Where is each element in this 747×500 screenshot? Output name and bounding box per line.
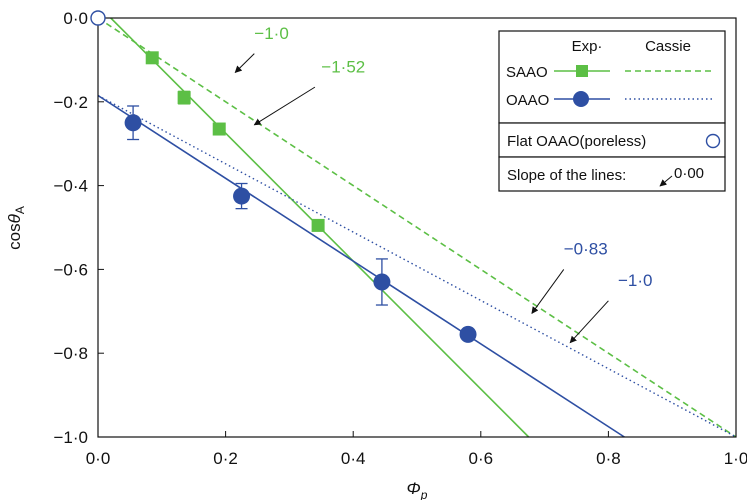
slope-label: −1·0 xyxy=(254,24,289,43)
oaao-data-point xyxy=(373,273,391,291)
y-tick-label: −0·6 xyxy=(54,260,89,279)
y-axis: 0·0 −0·2 −0·4 −0·6 −0·8 −1·0 xyxy=(54,9,104,447)
data-points xyxy=(90,10,477,343)
slope-label: −0·83 xyxy=(564,240,608,259)
saao-data-point xyxy=(311,218,325,232)
plot-frame xyxy=(97,17,737,438)
oaao-data-point xyxy=(233,187,251,205)
legend-label-saao: SAAO xyxy=(506,64,548,81)
x-tick-label: 0·8 xyxy=(596,449,621,468)
legend-slope-value: 0·00 xyxy=(674,165,704,182)
y-tick-label: −0·4 xyxy=(54,177,89,196)
slope-label: −1·0 xyxy=(618,271,653,290)
oaao-data-point xyxy=(459,325,477,343)
slope-arrow xyxy=(569,300,609,344)
x-tick-label: 0·2 xyxy=(213,449,238,468)
legend-marker-oaao xyxy=(573,91,589,107)
oaao-exp-line xyxy=(97,94,625,438)
y-tick-label: −1·0 xyxy=(54,428,89,447)
legend-slope-arrow xyxy=(659,175,673,187)
legend-header-exp: Exp· xyxy=(572,38,603,55)
x-tick-label: 0·0 xyxy=(86,449,111,468)
oaao-cassie-line xyxy=(97,94,737,438)
x-tick-label: 0·6 xyxy=(469,449,494,468)
slope-arrow xyxy=(253,86,316,126)
legend-header-cassie: Cassie xyxy=(645,38,691,55)
slope-arrow xyxy=(531,269,565,314)
legend-marker-saao xyxy=(576,65,588,77)
legend-flat-marker xyxy=(705,133,721,149)
saao-cassie-line xyxy=(97,17,737,438)
slope-annotations: −1·0 −1·52 −0·83 −1·0 xyxy=(234,24,653,344)
slope-arrow xyxy=(234,53,255,73)
legend-flat-label: Flat OAAO(poreless) xyxy=(507,133,646,150)
saao-data-point xyxy=(177,91,191,105)
y-tick-label: −0·8 xyxy=(54,344,89,363)
legend-slope-label: Slope of the lines: xyxy=(507,167,626,184)
y-tick-label: −0·2 xyxy=(54,93,89,112)
x-tick-label: 0·4 xyxy=(341,449,366,468)
legend-label-oaao: OAAO xyxy=(506,92,549,109)
legend: Exp· Cassie SAAO OAAO Flat OAAO(poreless… xyxy=(498,30,726,192)
legend-flat-box xyxy=(498,122,726,158)
x-tick-label: 1·0 xyxy=(724,449,747,468)
x-axis: 0·0 0·2 0·4 0·6 0·8 1·0 xyxy=(86,431,747,468)
oaao-data-point xyxy=(124,114,142,132)
y-axis-label: cosθA xyxy=(5,206,27,250)
x-axis-label: Φp xyxy=(407,479,428,500)
y-tick-label: 0·0 xyxy=(63,9,88,28)
legend-frame xyxy=(498,30,726,124)
legend-slope-box xyxy=(498,156,726,192)
flat-oaao-point xyxy=(90,10,106,26)
saao-data-point xyxy=(212,122,226,136)
saao-data-point xyxy=(145,51,159,65)
slope-label: −1·52 xyxy=(321,57,365,76)
